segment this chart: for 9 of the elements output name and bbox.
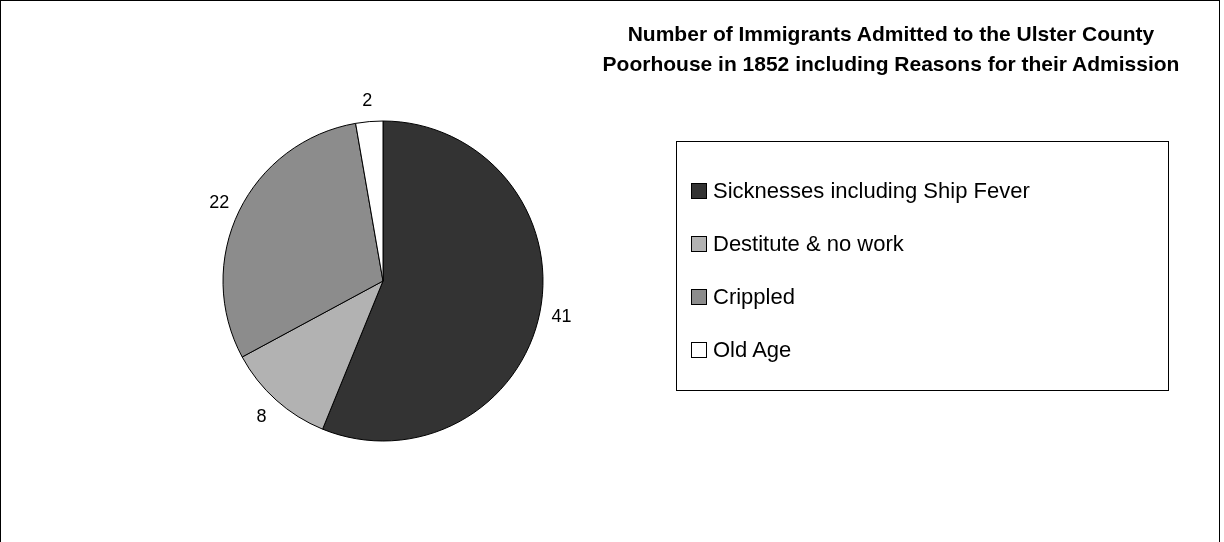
legend-label: Old Age (713, 336, 792, 363)
data-label: 2 (362, 89, 373, 110)
data-label: 41 (551, 306, 572, 327)
legend-label: Sicknesses including Ship Fever (713, 177, 1030, 204)
legend-label: Crippled (713, 283, 795, 310)
data-label: 8 (256, 406, 267, 427)
data-label: 22 (209, 191, 230, 212)
legend-label: Destitute & no work (713, 230, 904, 257)
chart-title: Number of Immigrants Admitted to the Ulster County Poorhouse in 1852 including Reasons for their Admission (601, 21, 1181, 77)
